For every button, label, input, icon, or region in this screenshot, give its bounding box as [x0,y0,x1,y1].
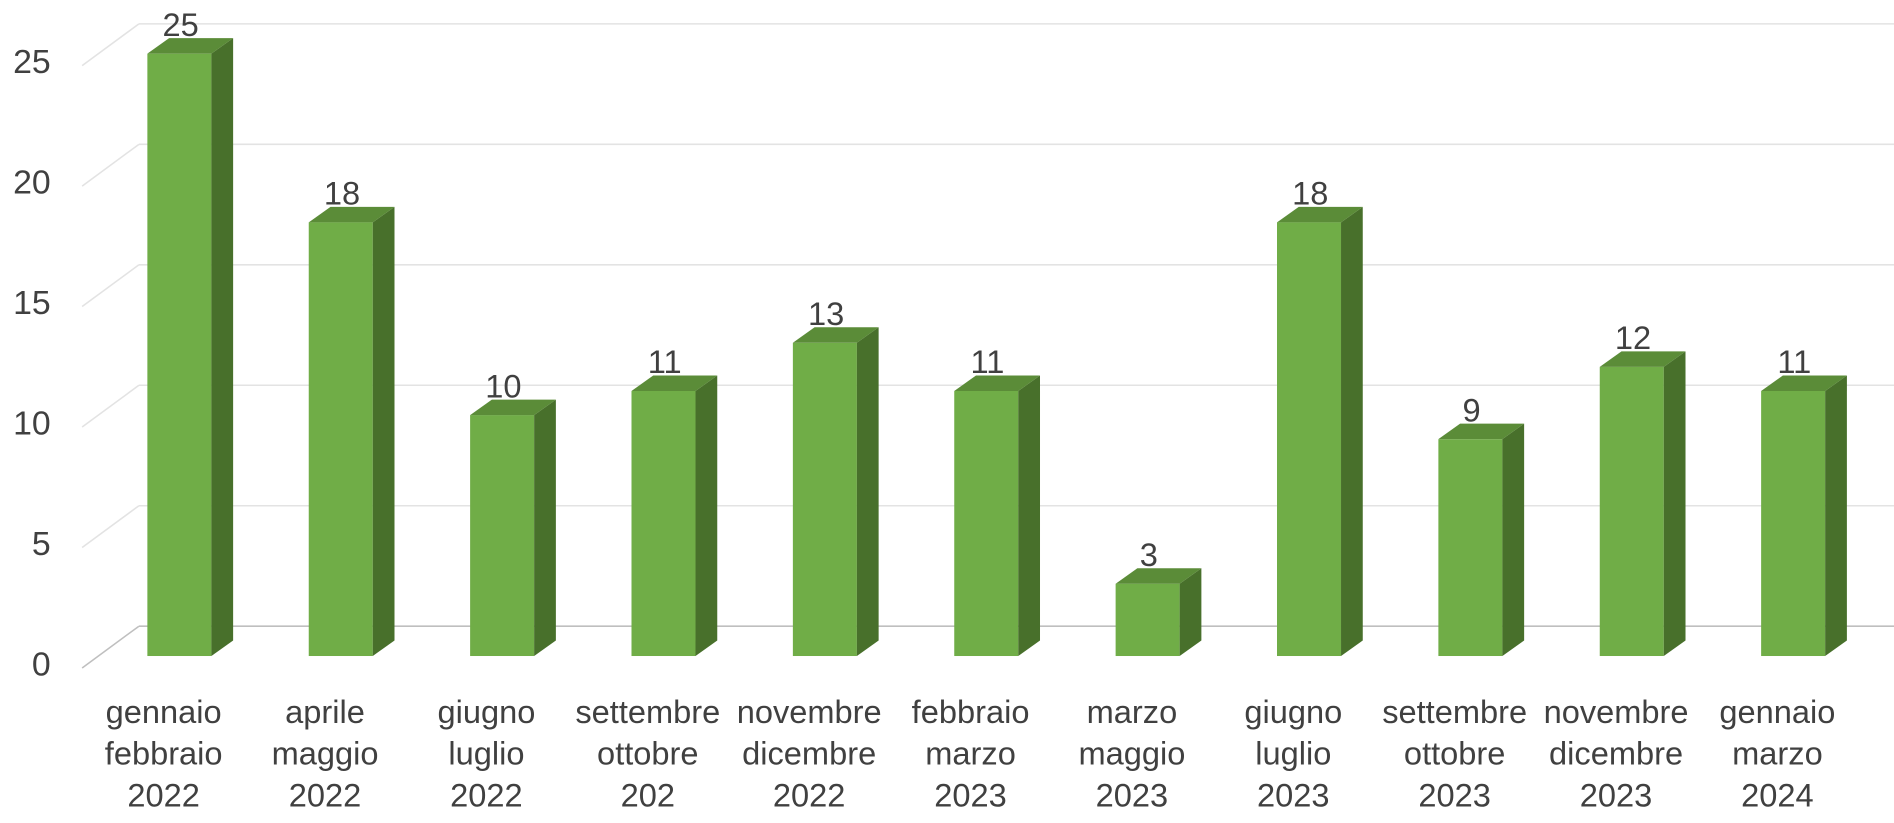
x-tick-label: gennaio [1719,694,1835,730]
x-tick-label: gennaio [106,694,222,730]
grid-line [81,264,140,308]
bar-top [1761,375,1847,391]
value-label: 18 [1292,176,1328,212]
bar-side [695,375,718,657]
bar [631,390,696,657]
value-label: 12 [1615,320,1651,356]
bar [1761,390,1826,657]
bar-top [1115,568,1202,584]
x-tick-label: ottobre [1404,736,1505,772]
bar-side [211,38,234,657]
x-tick-label: novembre [1544,694,1689,730]
x-tick-label: 2022 [450,778,523,814]
x-tick-label: 2022 [773,778,846,814]
x-tick-label: settembre [1382,694,1527,730]
bar-top [954,375,1041,391]
bar-top [1438,423,1525,440]
bar-top [308,206,395,223]
y-tick-label: 20 [13,165,51,202]
x-tick-label: 2023 [1257,778,1330,814]
x-tick-label: dicembre [1549,736,1683,772]
bar [1115,583,1180,657]
x-tick-label: dicembre [742,736,876,772]
grid-line [81,505,140,549]
x-tick-label: luglio [1255,736,1331,772]
grid-line [81,384,140,428]
x-tick-label: 2024 [1741,778,1814,814]
bar [1599,366,1664,657]
bar-top [470,399,556,416]
bar [470,415,535,657]
bar-top [1599,351,1686,367]
bar-side [1018,375,1041,657]
value-label: 11 [971,344,1005,380]
value-label: 10 [485,369,521,405]
y-tick-label: 0 [32,647,51,684]
value-label: 13 [808,296,844,332]
x-tick-label: 2022 [127,778,200,814]
bar [147,53,212,657]
bar-top [631,375,718,391]
x-tick-label: 2023 [934,778,1007,814]
y-tick-label: 25 [13,44,51,81]
bar-side [856,327,879,657]
x-tick-label: 2022 [289,778,362,814]
x-tick-label: 2023 [1418,778,1491,814]
bar [792,342,857,657]
x-tick-label: luglio [448,736,524,772]
bar-top [1277,206,1363,223]
bar-side [1179,568,1202,657]
x-tick-label: febbraio [912,694,1030,730]
bar-side [1663,351,1686,657]
bar [1438,439,1503,657]
grid-line [81,23,140,67]
x-tick-label: aprile [285,694,365,730]
value-label: 25 [162,7,198,43]
bar-side [1825,375,1847,657]
bar-side [1341,206,1363,657]
bar [954,390,1019,657]
bar [308,222,373,657]
y-tick-label: 10 [13,406,51,443]
x-tick-label: giugno [437,694,535,730]
bar [1277,222,1342,657]
x-tick-label: giugno [1244,694,1342,730]
x-tick-label: maggio [1078,736,1185,772]
value-label: 3 [1140,537,1158,573]
x-tick-label: novembre [737,694,882,730]
grid-line [81,625,140,669]
x-tick-label: 2023 [1580,778,1653,814]
x-tick-label: febbraio [105,736,223,772]
value-label: 9 [1463,393,1481,429]
x-tick-label: ottobre [597,736,698,772]
x-tick-label: settembre [575,694,720,730]
grid-line [81,143,140,187]
x-tick-label: maggio [272,736,379,772]
y-tick-label: 15 [13,285,51,322]
value-label: 18 [324,176,360,212]
bar-top [147,38,234,54]
x-tick-label: marzo [1732,736,1823,772]
bar-side [534,399,556,657]
x-tick-label: marzo [925,736,1016,772]
bar-side [1502,423,1525,657]
x-tick-label: marzo [1087,694,1178,730]
value-label: 11 [1777,344,1811,380]
bar-top [792,327,879,343]
y-tick-label: 5 [32,526,51,563]
x-tick-label: 2023 [1096,778,1169,814]
bar-side [372,206,395,657]
value-label: 11 [648,344,682,380]
x-tick-label: 202 [621,778,675,814]
